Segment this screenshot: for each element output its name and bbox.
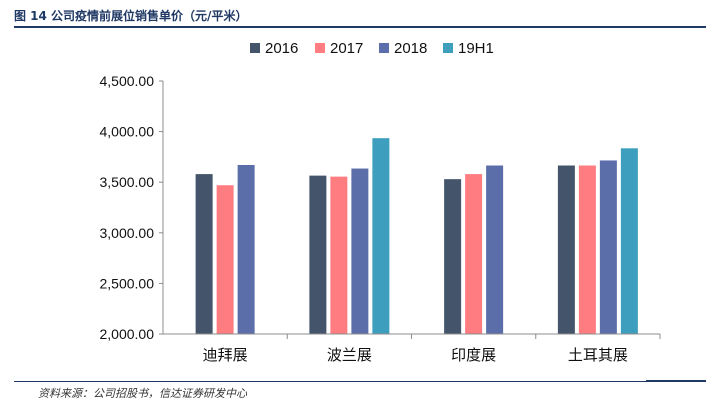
legend-item-2018: 2018 — [379, 38, 427, 58]
bar-2018-4 — [599, 160, 617, 334]
legend-label-2018: 2018 — [394, 39, 428, 57]
bar-2016-4 — [557, 165, 575, 334]
source-divider — [14, 381, 706, 382]
legend-item-19h1: 19H1 — [443, 38, 494, 58]
x-category-label: 印度展 — [451, 346, 496, 364]
bar-group — [195, 138, 638, 334]
bar-2018-2 — [351, 168, 369, 334]
bar-2016-3 — [444, 179, 462, 334]
x-axis: 迪拜展 波兰展 印度展 土耳其展 — [163, 333, 661, 364]
legend-label-2017: 2017 — [330, 39, 364, 57]
bar-2017-2 — [330, 176, 348, 334]
legend-swatch-2018 — [379, 43, 389, 53]
x-category-label: 迪拜展 — [203, 346, 248, 364]
legend-item-2017: 2017 — [315, 38, 363, 58]
y-axis: 2,000.00 2,500.00 3,000.00 3,500.00 4,000.00… — [100, 73, 164, 342]
bar-19h1-4 — [620, 148, 638, 334]
y-tick-label: 2,000.00 — [100, 326, 155, 342]
y-tick-label: 4,000.00 — [100, 124, 155, 140]
chart-legend: 2016 2017 2018 19H1 — [0, 38, 719, 58]
bar-2016-1 — [195, 174, 213, 334]
bar-19h1-2 — [372, 138, 390, 334]
bar-2017-4 — [578, 165, 596, 334]
figure-caption: 图 14 公司疫情前展位销售单价（元/平米） — [14, 9, 248, 23]
source-note: 资料来源：公司招股书，信达证券研发中心 — [38, 387, 247, 400]
bar-2017-3 — [465, 174, 483, 334]
y-tick-label: 3,000.00 — [100, 225, 155, 241]
x-category-label: 土耳其展 — [568, 346, 628, 364]
bar-2018-1 — [237, 164, 255, 334]
legend-label-19h1: 19H1 — [458, 39, 494, 57]
legend-swatch-2017 — [315, 43, 325, 53]
y-tick-label: 3,500.00 — [100, 174, 155, 190]
bar-2017-1 — [216, 185, 234, 334]
y-tick-label: 4,500.00 — [100, 73, 155, 89]
legend-item-2016: 2016 — [250, 38, 298, 58]
bar-2018-3 — [486, 165, 504, 334]
bar-2016-2 — [309, 175, 327, 334]
y-tick-label: 2,500.00 — [100, 275, 155, 291]
figure-title-bar: 图 14 公司疫情前展位销售单价（元/平米） — [14, 6, 706, 28]
legend-swatch-19h1 — [443, 43, 453, 53]
legend-label-2016: 2016 — [265, 39, 299, 57]
x-category-label: 波兰展 — [327, 346, 372, 364]
source-divider-accent — [646, 380, 706, 382]
legend-swatch-2016 — [250, 43, 260, 53]
